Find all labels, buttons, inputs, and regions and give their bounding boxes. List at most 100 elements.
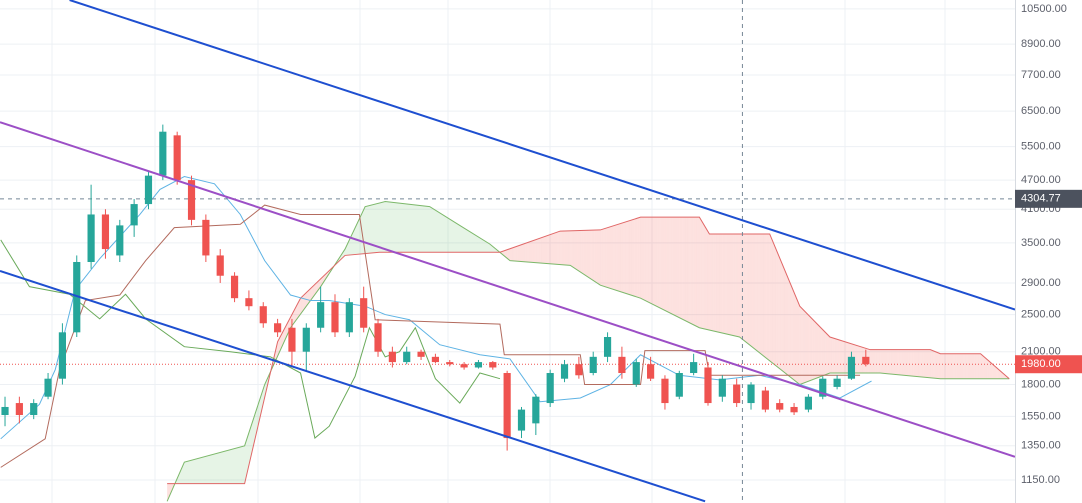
- cloud-fill: [468, 230, 470, 253]
- candle-body: [804, 396, 812, 410]
- cloud-fill: [940, 353, 942, 379]
- cloud-fill: [241, 446, 244, 484]
- cloud-fill: [386, 201, 389, 253]
- cloud-fill: [707, 231, 710, 331]
- cloud-fill: [771, 237, 773, 364]
- cloud-fill: [195, 458, 198, 484]
- cloud-fill: [449, 219, 452, 253]
- cloud-fill: [281, 330, 284, 347]
- cloud-fill: [555, 232, 558, 265]
- cloud-fill: [666, 217, 668, 312]
- cloud-fill: [596, 230, 598, 284]
- cloud-fill: [761, 233, 763, 356]
- cloud-fill: [989, 361, 991, 379]
- cloud-fill: [303, 294, 305, 311]
- y-tick-label: 3500.00: [1021, 237, 1061, 249]
- cloud-fill: [887, 349, 889, 374]
- cloud-fill: [469, 231, 472, 253]
- cloud-fill: [649, 217, 651, 304]
- cloud-fill: [205, 455, 208, 484]
- cloud-fill: [220, 452, 222, 484]
- candle-body: [546, 373, 554, 404]
- cloud-fill: [976, 353, 978, 379]
- cloud-fill: [730, 233, 733, 336]
- cloud-fill: [238, 446, 241, 484]
- cloud-fill: [921, 349, 924, 378]
- cloud-fill: [188, 460, 191, 484]
- cloud-fill: [883, 349, 885, 374]
- cloud-fill: [419, 205, 422, 253]
- cloud-fill: [233, 448, 235, 484]
- cloud-fill: [243, 445, 245, 484]
- cloud-fill: [425, 206, 427, 253]
- cloud-fill: [637, 217, 640, 298]
- cloud-fill: [907, 349, 909, 376]
- cloud-fill: [664, 217, 667, 312]
- cloud-fill: [389, 202, 391, 253]
- cloud-fill: [871, 349, 873, 374]
- cloud-fill: [310, 287, 313, 301]
- cloud-fill: [743, 233, 746, 342]
- candle-body: [1, 406, 9, 416]
- cloud-fill: [557, 231, 559, 265]
- cloud-fill: [971, 353, 974, 379]
- cloud-fill: [914, 349, 917, 377]
- cloud-fill: [812, 319, 815, 380]
- cloud-fill: [442, 214, 445, 253]
- cloud-fill: [484, 240, 486, 253]
- y-tick-label: 1800.00: [1021, 378, 1061, 390]
- cloud-fill: [720, 233, 723, 334]
- cloud-fill: [218, 452, 221, 484]
- cloud-fill: [299, 298, 301, 317]
- cloud-fill: [347, 239, 350, 256]
- cloud-fill: [610, 226, 612, 289]
- cloud-fill: [705, 226, 707, 330]
- cloud-fill: [967, 353, 970, 379]
- cloud-fill: [969, 353, 971, 379]
- cloud-fill: [716, 233, 719, 333]
- cloud-fill: [725, 233, 727, 335]
- cloud-fill: [527, 242, 529, 263]
- cloud-fill: [576, 230, 578, 271]
- cloud-fill: [957, 353, 960, 379]
- cloud-fill: [723, 233, 726, 334]
- cloud-fill: [522, 243, 525, 262]
- cloud-fill: [762, 233, 764, 357]
- cloud-fill: [795, 295, 797, 383]
- cloud-fill: [893, 349, 895, 375]
- cloud-fill: [481, 238, 483, 253]
- cloud-fill: [312, 285, 314, 299]
- cloud-fill: [751, 233, 753, 348]
- cloud-fill: [395, 202, 397, 253]
- cloud-fill: [571, 230, 574, 268]
- cloud-fill: [982, 354, 984, 379]
- cloud-fill: [474, 234, 476, 253]
- candle-body: [847, 356, 856, 379]
- cloud-fill: [898, 349, 901, 375]
- cloud-fill: [801, 307, 803, 384]
- cloud-fill: [857, 345, 859, 374]
- cloud-fill: [841, 340, 843, 374]
- cloud-fill: [208, 455, 211, 484]
- indicator-line: [0, 239, 501, 439]
- cloud-fill: [277, 339, 280, 357]
- cloud-fill: [782, 264, 785, 373]
- cloud-fill: [927, 349, 929, 378]
- cloud-fill: [641, 217, 644, 300]
- cloud-fill: [663, 217, 665, 311]
- cloud-fill: [587, 230, 589, 278]
- cloud-fill: [829, 337, 832, 374]
- candle-body: [618, 356, 626, 374]
- cloud-fill: [234, 448, 236, 484]
- last-price-tag: [1015, 355, 1082, 374]
- cloud-fill: [934, 351, 937, 379]
- cloud-fill: [560, 231, 562, 265]
- cloud-fill: [842, 341, 845, 374]
- candle-body: [503, 373, 511, 439]
- candle-body: [230, 275, 239, 299]
- cloud-fill: [431, 207, 433, 253]
- cloud-fill: [382, 201, 384, 253]
- cloud-fill: [603, 228, 605, 287]
- cloud-fill: [547, 235, 549, 264]
- cloud-fill: [814, 320, 816, 380]
